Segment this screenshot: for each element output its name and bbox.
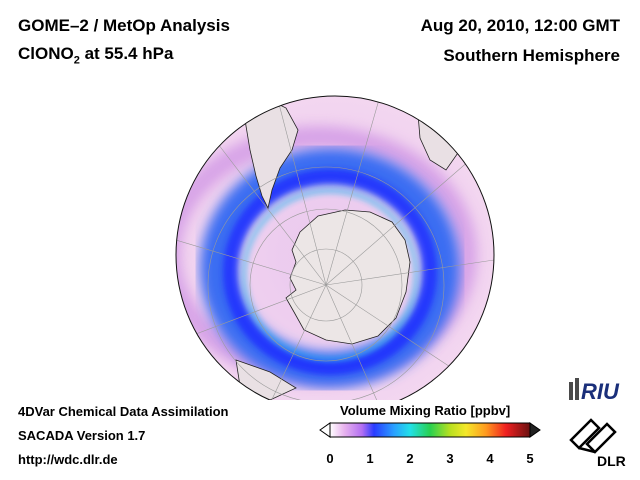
analysis-date: Aug 20, 2010, 12:00 GMT — [420, 16, 620, 35]
colorbar-tick-label: 4 — [486, 451, 494, 466]
riu-logo: RIU — [569, 378, 620, 404]
colorbar-tick-label: 5 — [526, 451, 534, 466]
polar-globe-map — [175, 95, 495, 400]
hemisphere-label: Southern Hemisphere — [443, 46, 620, 65]
dlr-logo: DLR — [569, 418, 626, 469]
colorbar — [319, 422, 541, 438]
method-label: 4DVar Chemical Data Assimilation — [18, 404, 229, 419]
vmr-band-peak — [223, 169, 437, 375]
antarctica-landmass — [285, 209, 411, 345]
species-label: ClONO2 at 55.4 hPa — [18, 44, 174, 67]
svg-text:RIU: RIU — [581, 379, 620, 404]
map-title: GOME–2 / MetOp Analysis — [18, 16, 230, 35]
website-link[interactable]: http://wdc.dlr.de — [18, 452, 118, 467]
colorbar-tick-label: 1 — [366, 451, 374, 466]
colorbar-title: Volume Mixing Ratio [ppbv] — [340, 403, 511, 418]
colorbar-tick-label: 2 — [406, 451, 414, 466]
colorbar-tick-label: 3 — [446, 451, 454, 466]
colorbar-max-arrow — [529, 422, 541, 438]
colorbar-gradient — [329, 422, 531, 438]
svg-text:DLR: DLR — [597, 453, 626, 469]
colorbar-tick-label: 0 — [326, 451, 334, 466]
vmr-band-edge — [242, 189, 418, 361]
globe-outline — [175, 95, 495, 400]
colorbar-min-arrow — [319, 422, 331, 438]
graticule — [176, 96, 494, 400]
version-label: SACADA Version 1.7 — [18, 428, 146, 443]
